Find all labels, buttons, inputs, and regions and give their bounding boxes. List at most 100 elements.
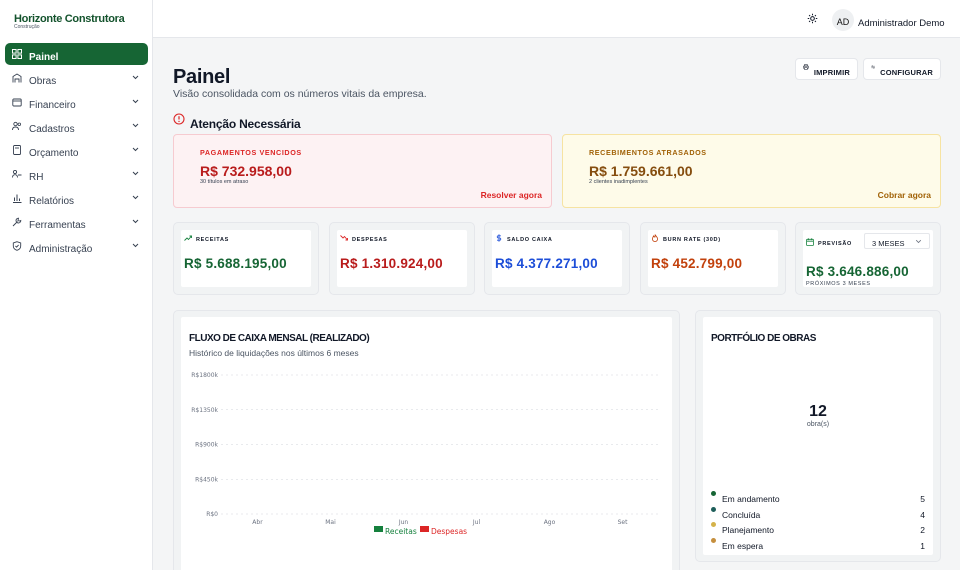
chevron-down-icon <box>132 195 139 200</box>
shield-icon <box>12 241 22 251</box>
sidebar-item-administracao[interactable]: Administração <box>5 235 148 257</box>
sidebar: Horizonte Construtora Construção Painel … <box>0 0 153 570</box>
y-tick-label: R$0 <box>206 511 218 518</box>
legend-label: Concluída <box>722 510 761 520</box>
sidebar-item-financeiro[interactable]: Financeiro <box>5 91 148 113</box>
sliders-icon <box>871 65 875 69</box>
sidebar-item-ferramentas[interactable]: Ferramentas <box>5 211 148 233</box>
y-tick-label: R$1800k <box>191 372 218 379</box>
kpi-burn-card: BURN RATE (30D) R$ 452.799,00 <box>640 222 786 295</box>
portfolio-legend-item: Em andamento 5 <box>711 491 925 505</box>
calendar-icon <box>806 238 814 246</box>
trending-up-icon <box>184 235 192 241</box>
flame-icon <box>651 234 659 242</box>
kpi-value: R$ 452.799,00 <box>651 256 743 271</box>
kpi-value: R$ 3.646.886,00 <box>806 264 909 279</box>
collect-now-link[interactable]: Cobrar agora <box>877 190 931 200</box>
legend-dot <box>711 538 716 543</box>
x-tick-label: Jun <box>398 519 409 526</box>
legend-value: 2 <box>920 525 925 535</box>
brand-logo[interactable]: Horizonte Construtora Construção <box>14 13 134 33</box>
dollar-icon <box>496 234 502 242</box>
cashflow-title: FLUXO DE CAIXA MENSAL (REALIZADO) <box>189 333 370 344</box>
y-tick-label: R$1350k <box>191 407 218 414</box>
calculator-icon <box>12 145 22 155</box>
kpi-label: RECEITAS <box>196 237 230 243</box>
sidebar-item-label: Cadastros <box>29 123 75 135</box>
print-button[interactable]: IMPRIMIR <box>795 58 858 80</box>
sidebar-item-label: Financeiro <box>29 99 76 111</box>
legend-label: Planejamento <box>722 525 774 535</box>
legend-label: Em espera <box>722 541 764 551</box>
cashflow-chart: R$0 R$450k R$900k R$1350k R$1800k Abr Mai Jun Ju… <box>191 372 659 536</box>
legend-value: 4 <box>920 510 925 520</box>
sidebar-item-cadastros[interactable]: Cadastros <box>5 115 148 137</box>
kpi-label: PREVISÃO <box>818 241 853 247</box>
chevron-down-icon <box>132 147 139 152</box>
print-label: IMPRIMIR <box>813 67 850 77</box>
chevron-down-icon <box>132 123 139 128</box>
sidebar-item-label: Relatórios <box>29 195 75 207</box>
overdue-receivables-note: 2 clientes inadimplentes <box>589 179 648 185</box>
alert-circle-icon <box>173 113 185 125</box>
legend-dot <box>711 522 716 527</box>
sidebar-item-orcamento[interactable]: Orçamento <box>5 139 148 161</box>
y-tick-label: R$900k <box>195 442 218 449</box>
portfolio-legend-item: Planejamento 2 <box>711 522 925 536</box>
legend-label: Receitas <box>385 527 417 536</box>
building-icon <box>12 73 22 83</box>
overdue-payments-note: 30 títulos em atraso <box>200 179 249 185</box>
legend-dot <box>711 507 716 512</box>
sidebar-item-rh[interactable]: RH <box>5 163 148 185</box>
kpi-sub: PRÓXIMOS 3 MESES <box>806 281 871 287</box>
overdue-payments-amount: R$ 732.958,00 <box>200 163 292 179</box>
user-group-icon <box>12 169 22 179</box>
page-title: Painel <box>173 66 231 88</box>
overdue-payments-caption: PAGAMENTOS VENCIDOS <box>200 148 302 157</box>
portfolio-total: 12 <box>809 403 827 420</box>
sidebar-item-label: Orçamento <box>29 147 79 159</box>
sidebar-item-painel[interactable]: Painel <box>5 43 148 65</box>
users-icon <box>12 121 22 131</box>
gear-icon[interactable] <box>807 13 818 24</box>
user-name[interactable]: Administrador Demo <box>858 18 945 29</box>
portfolio-legend-item: Em espera 1 <box>711 538 925 552</box>
cashflow-panel: FLUXO DE CAIXA MENSAL (REALIZADO) Histór… <box>173 310 680 570</box>
sidebar-item-label: Painel <box>29 51 59 63</box>
chevron-down-icon <box>132 99 139 104</box>
sidebar-item-obras[interactable]: Obras <box>5 67 148 89</box>
bar-chart-icon <box>12 193 22 203</box>
portfolio-panel: PORTFÓLIO DE OBRAS 12 obra(s) Em andamen… <box>695 310 941 562</box>
sidebar-item-relatorios[interactable]: Relatórios <box>5 187 148 209</box>
trending-down-icon <box>340 235 348 241</box>
alert-section-title: Atenção Necessária <box>190 117 301 131</box>
chevron-down-icon <box>132 243 139 248</box>
kpi-previsao-card: PREVISÃO 3 MESES R$ 3.646.886,00 PRÓXIMO… <box>795 222 941 295</box>
page-subtitle: Visão consolidada com os números vitais … <box>173 88 427 100</box>
sidebar-item-label: Obras <box>29 75 57 87</box>
sidebar-nav: Painel Obras Financeiro Cadastros Orçame… <box>5 43 148 259</box>
chevron-down-icon <box>132 75 139 80</box>
kpi-label: BURN RATE (30D) <box>663 237 721 243</box>
legend-label: Despesas <box>431 527 467 536</box>
legend-dot <box>711 491 716 496</box>
legend-swatch <box>420 526 429 532</box>
overdue-receivables-card: RECEBIMENTOS ATRASADOS R$ 1.759.661,00 2… <box>562 134 941 208</box>
legend-label: Em andamento <box>722 494 780 504</box>
chevron-down-icon <box>132 171 139 176</box>
y-tick-label: R$450k <box>195 476 218 483</box>
brand-subtitle: Construção <box>14 24 40 30</box>
sidebar-item-label: RH <box>29 171 44 183</box>
dashboard-icon <box>12 49 22 59</box>
portfolio-unit: obra(s) <box>806 421 830 428</box>
avatar[interactable]: AD <box>832 9 854 31</box>
overdue-payments-card: PAGAMENTOS VENCIDOS R$ 732.958,00 30 tít… <box>173 134 552 208</box>
kpi-saldo-card: SALDO CAIXA R$ 4.377.271,00 <box>484 222 630 295</box>
wallet-icon <box>12 97 22 107</box>
chevron-down-icon <box>915 239 922 244</box>
kpi-label: DESPESAS <box>352 237 388 243</box>
configure-button[interactable]: CONFIGURAR <box>863 58 941 80</box>
configure-label: CONFIGURAR <box>880 67 933 77</box>
forecast-period-select[interactable]: 3 MESES <box>864 233 930 249</box>
resolve-now-link[interactable]: Resolver agora <box>480 190 542 200</box>
